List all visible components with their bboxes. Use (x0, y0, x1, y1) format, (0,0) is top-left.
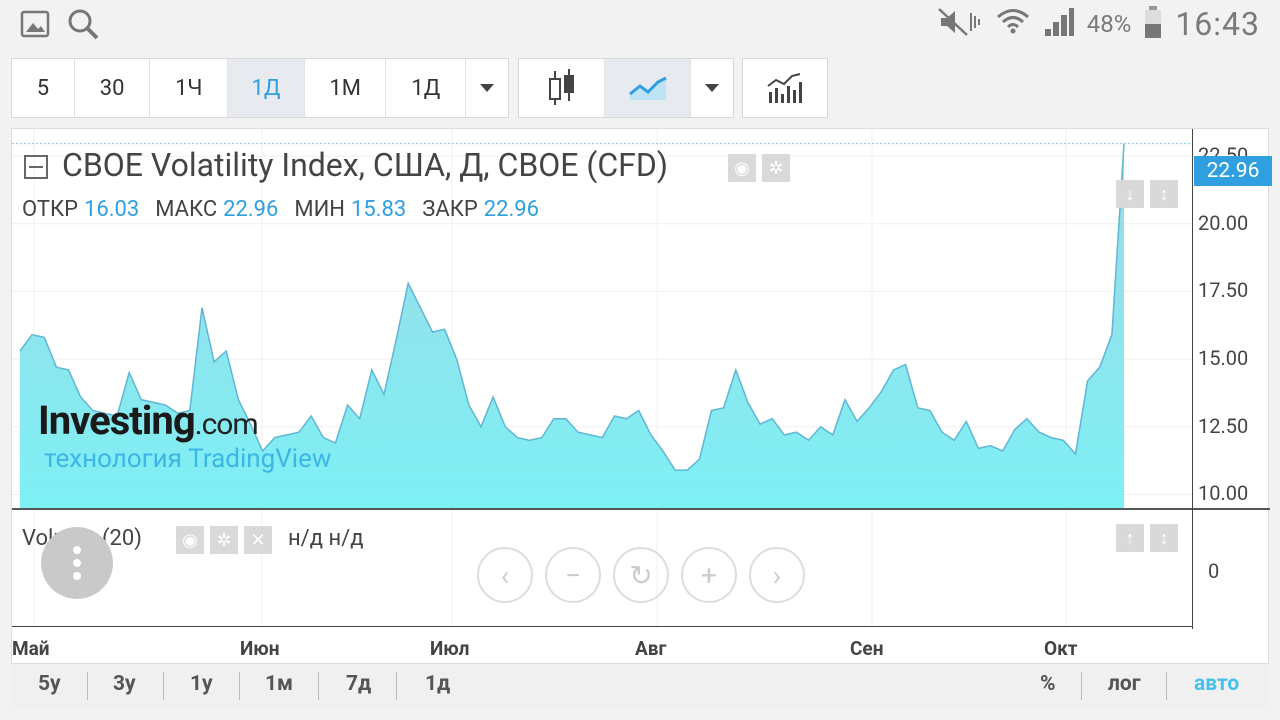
range-1y-button[interactable]: 1y (190, 672, 213, 696)
ohlc-low-label: МИН (294, 197, 346, 222)
collapse-icon[interactable] (24, 155, 48, 179)
x-tick-label: Сен (850, 637, 884, 660)
tradingview-credit: технология TradingView (44, 444, 332, 474)
gear-icon[interactable]: ✲ (762, 154, 790, 182)
zoom-out-button[interactable]: − (545, 547, 601, 603)
time-axis[interactable] (12, 626, 1192, 664)
area-chart-icon (628, 76, 667, 100)
battery-percent: 48% (1086, 10, 1132, 38)
scroll-right-button[interactable]: › (749, 547, 805, 603)
scroll-up-icon[interactable]: ↑ (1116, 524, 1144, 552)
ohlc-high-value: 22.96 (223, 197, 279, 222)
x-tick-label: Окт (1044, 637, 1078, 660)
resize-vertical-icon[interactable]: ↕ (1150, 180, 1178, 208)
interval-30-button[interactable]: 30 (75, 59, 151, 117)
y-tick-label: 12.50 (1198, 413, 1249, 438)
scroll-left-button[interactable]: ‹ (477, 547, 533, 603)
scroll-down-icon[interactable]: ↓ (1116, 180, 1144, 208)
close-icon[interactable]: ✕ (244, 526, 272, 554)
range-7d-button[interactable]: 7д (346, 672, 372, 696)
pane-divider[interactable] (12, 508, 1270, 510)
ohlc-high-label: МАКС (155, 197, 218, 222)
range-bar: 5y 3y 1y 1м 7д 1д % лог авто (11, 664, 1269, 708)
chart-type-dropdown-button[interactable] (691, 59, 733, 117)
ohlc-legend: ОТКР 16.03 МАКС 22.96 МИН 15.83 ЗАКР 22.… (22, 197, 549, 222)
status-bar: 48% 16:43 (0, 0, 1280, 48)
wifi-icon (995, 4, 1031, 44)
log-scale-button[interactable]: лог (1108, 672, 1141, 696)
chevron-down-icon (480, 84, 495, 92)
y-tick-label: 17.50 (1198, 278, 1249, 303)
chart-type-group (518, 58, 734, 118)
signal-icon (1043, 6, 1075, 42)
ohlc-low-value: 15.83 (351, 197, 407, 222)
mute-icon (937, 7, 983, 41)
candlestick-button[interactable] (519, 59, 605, 117)
indicators-group (742, 58, 828, 118)
volume-zero-tick: 0 (1208, 559, 1220, 583)
range-1d-button[interactable]: 1д (425, 672, 451, 696)
x-tick-label: Авг (635, 637, 667, 660)
reset-button[interactable]: ↻ (613, 547, 669, 603)
search-icon[interactable] (66, 6, 100, 46)
volume-values: н/д н/д (288, 526, 364, 551)
y-tick-label: 15.00 (1198, 346, 1249, 371)
resize-vertical-icon[interactable]: ↕ (1150, 524, 1178, 552)
ohlc-close-label: ЗАКР (422, 197, 478, 222)
ohlc-close-value: 22.96 (483, 197, 539, 222)
percent-scale-button[interactable]: % (1040, 672, 1056, 696)
logo-com: .com (194, 407, 259, 442)
y-tick-label: 20.00 (1198, 210, 1249, 235)
series-line (19, 143, 1125, 471)
area-series (20, 143, 1124, 508)
range-5y-button[interactable]: 5y (38, 672, 61, 696)
gear-icon[interactable]: ✲ (210, 526, 238, 554)
ohlc-open-value: 16.03 (84, 197, 140, 222)
volume-pane[interactable]: Volume (20) ◉ ✲ ✕ н/д н/д ↑ ↕ (12, 510, 1192, 628)
indicators-button[interactable] (743, 59, 827, 117)
interval-1h-button[interactable]: 1Ч (150, 59, 229, 117)
interval-1m-button[interactable]: 1М (305, 59, 387, 117)
interval-current-button[interactable]: 1Д (386, 59, 467, 117)
chart-toolbar: 5 30 1Ч 1Д 1М 1Д (0, 58, 1280, 118)
status-right: 48% 16:43 (937, 4, 1260, 44)
investing-logo: Investing.com технология TradingView (38, 397, 331, 474)
y-tick-label: 10.00 (1198, 481, 1249, 506)
more-menu-button[interactable] (41, 527, 113, 599)
price-axis[interactable] (1192, 129, 1270, 629)
last-price-tag: 22.96 (1194, 156, 1272, 186)
interval-dropdown-button[interactable] (466, 59, 508, 117)
x-tick-label: Июн (240, 637, 280, 660)
ohlc-open-label: ОТКР (22, 197, 78, 222)
gallery-icon (20, 6, 50, 46)
interval-group: 5 30 1Ч 1Д 1М 1Д (11, 58, 509, 118)
indicators-icon (767, 73, 802, 103)
chart-title: CBOE Volatility Index, США, Д, CBOE (CFD… (62, 146, 668, 184)
battery-icon (1143, 5, 1163, 43)
range-3y-button[interactable]: 3y (113, 672, 136, 696)
candlestick-icon (548, 69, 574, 105)
eye-icon[interactable]: ◉ (176, 526, 204, 554)
area-chart-button[interactable] (605, 59, 691, 117)
logo-text: Investing (38, 397, 196, 444)
x-tick-label: Июл (430, 637, 470, 660)
status-left (20, 6, 100, 46)
range-1m-button[interactable]: 1м (265, 672, 293, 696)
auto-scale-button[interactable]: авто (1194, 672, 1240, 696)
interval-1d-button[interactable]: 1Д (228, 59, 305, 117)
chevron-down-icon (705, 84, 719, 92)
x-tick-label: Май (12, 637, 50, 660)
clock: 16:43 (1175, 5, 1260, 43)
interval-5-button[interactable]: 5 (12, 59, 75, 117)
eye-icon[interactable]: ◉ (728, 154, 756, 182)
zoom-in-button[interactable]: + (681, 547, 737, 603)
